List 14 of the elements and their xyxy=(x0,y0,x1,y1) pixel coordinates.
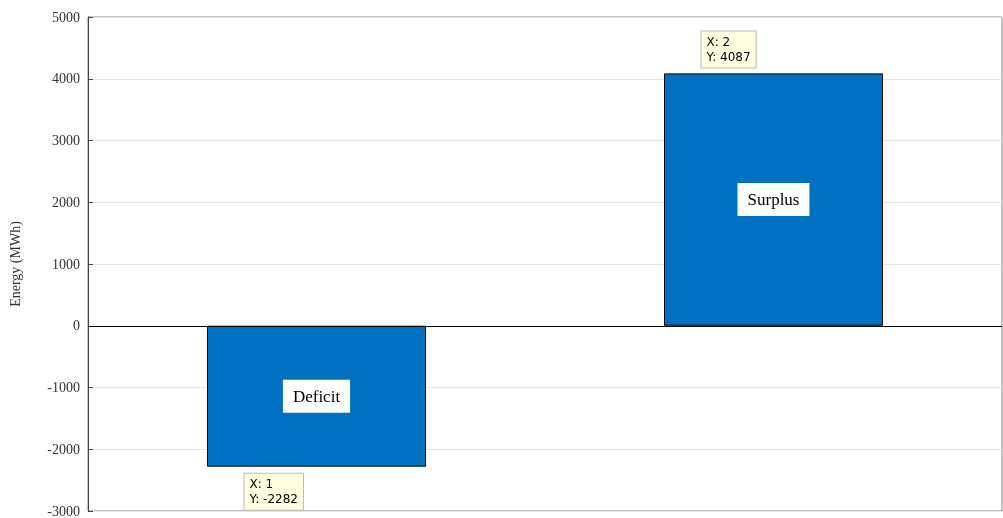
y-tick-label: -2000 xyxy=(47,441,80,457)
data-label: Deficit xyxy=(292,386,341,406)
y-tick-label: 2000 xyxy=(52,194,80,210)
data-label: Surplus xyxy=(747,190,800,210)
y-tick-label: 5000 xyxy=(52,9,80,25)
y-tick-label: 4000 xyxy=(52,71,80,87)
y-tick-label: 1000 xyxy=(52,256,80,272)
y-tick-label: -1000 xyxy=(47,380,80,395)
annotation: X: 1 Y: -2282 xyxy=(248,477,298,507)
annotation: X: 2 Y: 4087 xyxy=(705,34,751,64)
y-tick-label: 3000 xyxy=(52,133,80,148)
y-tick-label: 0 xyxy=(73,318,80,334)
y-tick-label: -3000 xyxy=(47,503,80,518)
y-axis-title: Energy (MWh) xyxy=(7,220,24,307)
